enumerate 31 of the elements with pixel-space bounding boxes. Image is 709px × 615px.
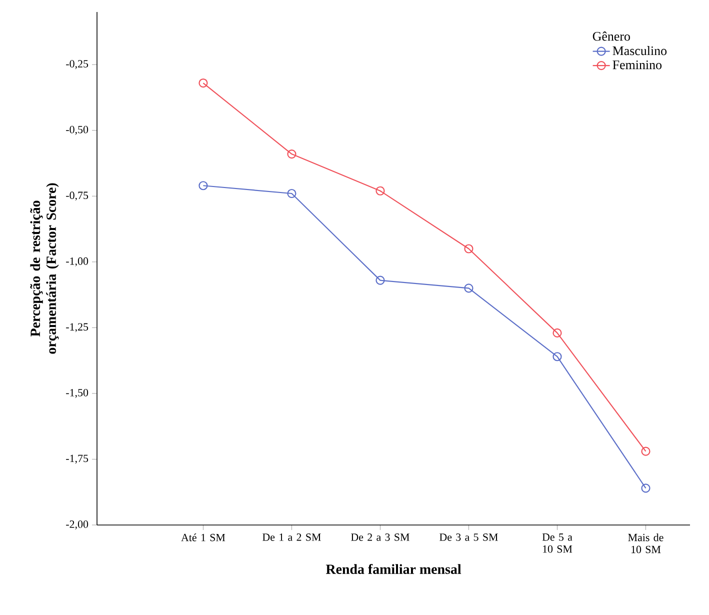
- point: [552, 352, 562, 362]
- legend-title: Gênero: [592, 32, 630, 41]
- y-tick-label: -0,25: [66, 60, 88, 70]
- x-tick-label: De 5 a 10 SM: [542, 534, 572, 553]
- point: [464, 244, 474, 254]
- y-tick-label: -0,75: [66, 192, 88, 201]
- x-tick-label: De 2 a 3 SM: [351, 534, 410, 541]
- point: [376, 276, 385, 285]
- y-tick-label: -1,25: [66, 323, 88, 332]
- point: [552, 328, 562, 338]
- point: [464, 284, 474, 293]
- point: [198, 78, 208, 88]
- x-tick-label: Mais de 10 SM: [628, 534, 664, 554]
- point: [641, 484, 650, 493]
- y-tick-label: -1,50: [66, 388, 88, 398]
- y-tick-label: -1,75: [66, 454, 88, 464]
- point: [641, 446, 650, 456]
- x-tick-label: De 3 a 5 SM: [440, 534, 498, 541]
- point: [287, 188, 296, 198]
- y-tick-label: -2,00: [66, 520, 88, 530]
- y-axis-title: Percepção de restrição orçamentária (Factor Score): [30, 183, 59, 354]
- legend-label: Feminino: [612, 60, 662, 70]
- y-tick-label: -1,00: [66, 257, 88, 266]
- y-tick-label: -0,50: [66, 126, 88, 135]
- x-tick-label: Até 1 SM: [181, 534, 226, 542]
- legend-label: Masculino: [612, 46, 667, 56]
- point: [287, 149, 296, 159]
- x-axis-title: Renda familiar mensal: [326, 564, 462, 574]
- point: [376, 186, 385, 196]
- point: [198, 181, 208, 190]
- x-tick-label: De 1 a 2 SM: [262, 534, 321, 541]
